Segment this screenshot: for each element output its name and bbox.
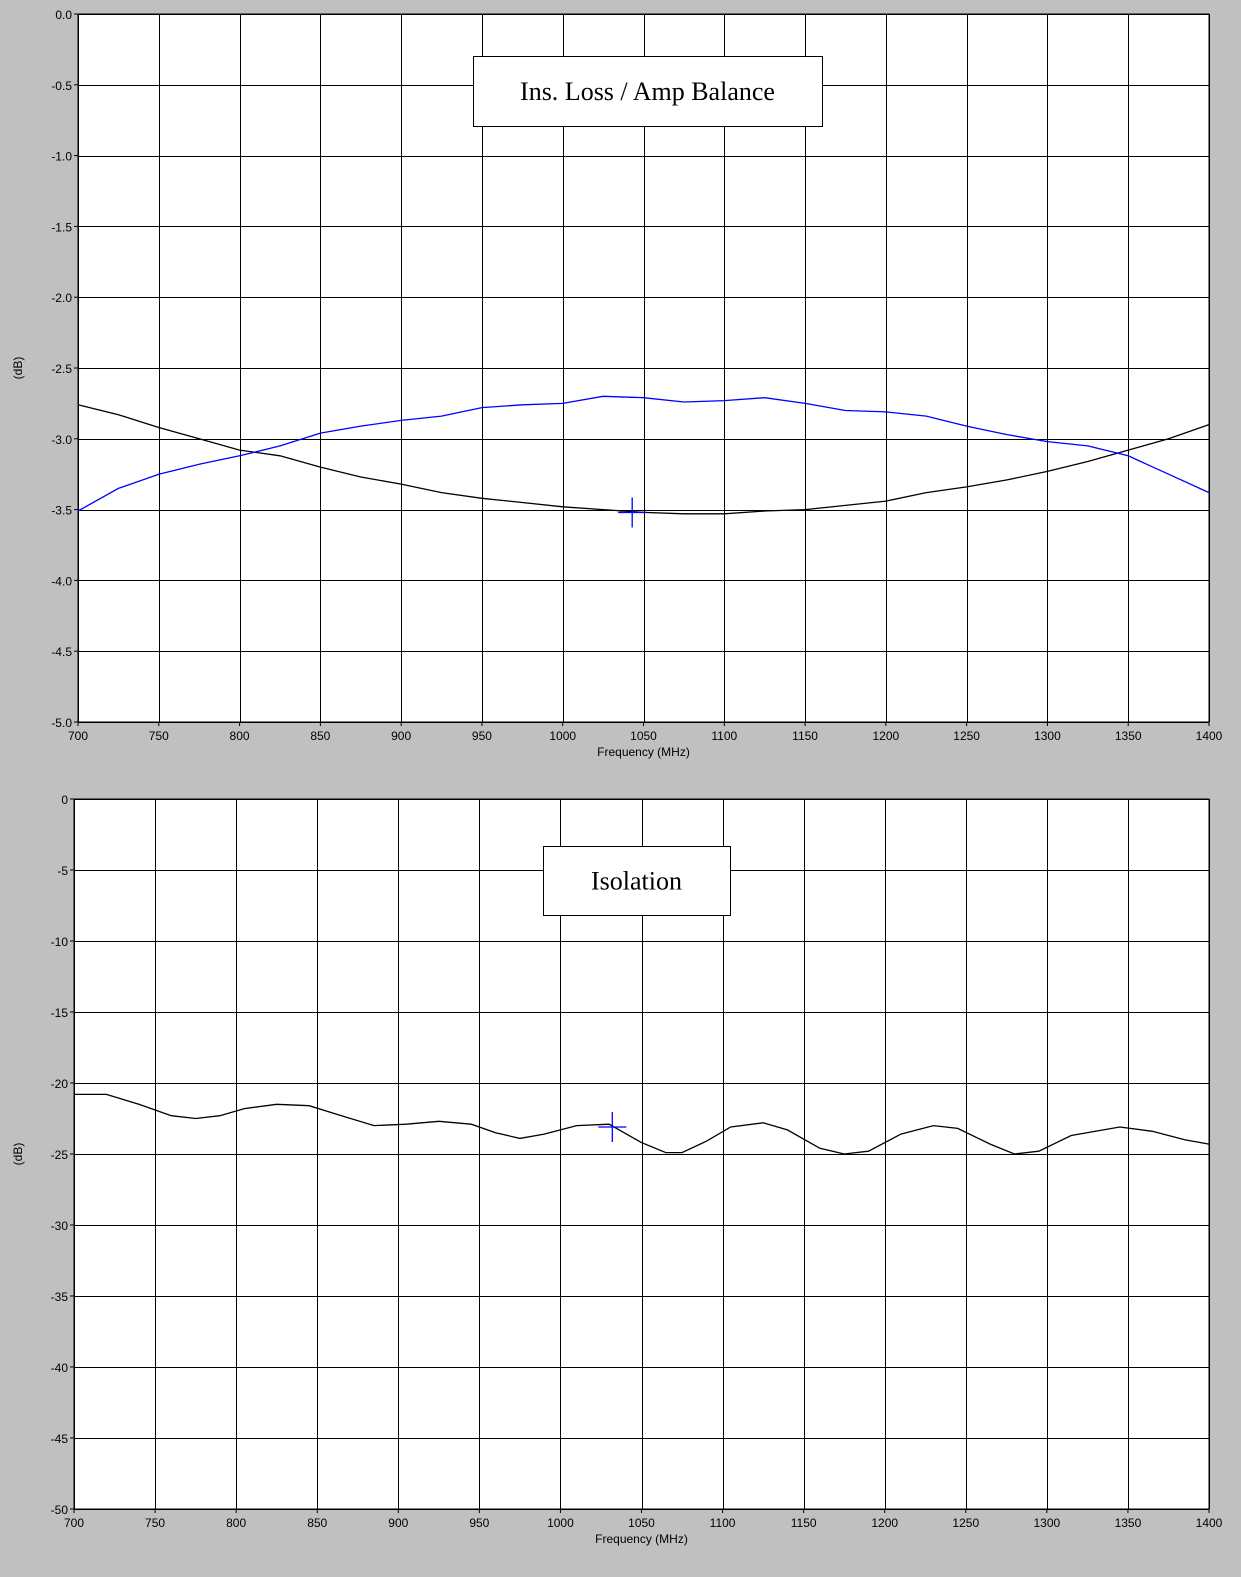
x-tick-label: 1250 bbox=[952, 1516, 979, 1530]
x-tick-label: 1250 bbox=[953, 729, 980, 743]
insertion-loss-chart: 700 750 800 850 900 950 1000 1050 1100 1150 1200 12… bbox=[11, 8, 1223, 759]
y-tick-label: -0.5 bbox=[51, 79, 72, 93]
x-tick-label: 1200 bbox=[871, 1516, 898, 1530]
x-tick-label: 1300 bbox=[1034, 1516, 1061, 1530]
y-tick-label: -5 bbox=[57, 864, 68, 878]
y-tick-label: -3.5 bbox=[51, 504, 72, 518]
x-tick-label: 750 bbox=[145, 1516, 165, 1530]
marker-crosshair bbox=[618, 497, 647, 528]
x-tick-label: 1200 bbox=[873, 729, 900, 743]
x-tick-label: 800 bbox=[226, 1516, 246, 1530]
x-tick-label: 800 bbox=[230, 729, 250, 743]
chart-title: Isolation bbox=[591, 867, 682, 896]
x-tick-label: 900 bbox=[391, 729, 411, 743]
x-tick-label: 1150 bbox=[792, 729, 818, 743]
chart-panel-isolation: 700 750 800 850 900 950 1000 1050 1100 1150 1200 12… bbox=[0, 787, 1241, 1577]
x-tick-label: 1150 bbox=[791, 1516, 817, 1530]
x-tick-label: 1000 bbox=[549, 729, 576, 743]
x-tick-label: 1400 bbox=[1196, 1516, 1223, 1530]
y-tick-label: -5.0 bbox=[51, 716, 72, 730]
y-tick-label: -1.0 bbox=[51, 150, 72, 164]
chart-panel-insertion-loss: 700 750 800 850 900 950 1000 1050 1100 1150 1200 12… bbox=[0, 0, 1241, 787]
x-tick-label: 850 bbox=[307, 1516, 327, 1530]
x-tick-label: 900 bbox=[388, 1516, 408, 1530]
x-tick-label: 700 bbox=[68, 729, 88, 743]
y-axis-label: (dB) bbox=[11, 1143, 25, 1166]
y-tick-label: -10 bbox=[51, 935, 69, 949]
marker-crosshair bbox=[598, 1112, 627, 1143]
x-tick-label: 1050 bbox=[630, 729, 657, 743]
series-line-1 bbox=[74, 1093, 1210, 1155]
y-tick-label: -25 bbox=[51, 1148, 69, 1162]
y-axis-label: (dB) bbox=[11, 357, 25, 380]
chart-title-box bbox=[473, 56, 823, 127]
y-tick-label: -40 bbox=[51, 1361, 69, 1375]
y-tick-label: -35 bbox=[51, 1290, 69, 1304]
y-tick-label: -20 bbox=[51, 1077, 69, 1091]
x-axis-label: Frequency (MHz) bbox=[595, 1532, 688, 1546]
y-tick-label: 0.0 bbox=[55, 8, 72, 22]
y-tick-label: 0 bbox=[61, 793, 68, 807]
isolation-chart: 700 750 800 850 900 950 1000 1050 1100 1150 1200 12… bbox=[11, 793, 1223, 1546]
x-tick-label: 1050 bbox=[628, 1516, 655, 1530]
x-tick-label: 1350 bbox=[1115, 729, 1142, 743]
y-tick-label: -2.0 bbox=[51, 291, 72, 305]
x-tick-label: 1100 bbox=[710, 1516, 736, 1530]
y-tick-label: -1.5 bbox=[51, 220, 72, 234]
y-tick-label: -30 bbox=[51, 1219, 69, 1233]
x-tick-label: 1000 bbox=[547, 1516, 574, 1530]
y-tick-label: -45 bbox=[51, 1432, 69, 1446]
x-tick-label: 1350 bbox=[1115, 1516, 1142, 1530]
y-tick-label: -2.5 bbox=[51, 362, 72, 376]
chart-title: Ins. Loss / Amp Balance bbox=[520, 77, 775, 106]
y-tick-label: -4.0 bbox=[51, 574, 72, 588]
x-tick-label: 750 bbox=[149, 729, 169, 743]
x-tick-label: 700 bbox=[64, 1516, 84, 1530]
y-tick-label: -50 bbox=[51, 1503, 69, 1517]
y-tick-label: -3.0 bbox=[51, 433, 72, 447]
x-tick-label: 1100 bbox=[711, 729, 737, 743]
x-tick-label: 1300 bbox=[1034, 729, 1061, 743]
x-tick-label: 1400 bbox=[1196, 729, 1223, 743]
y-tick-label: -15 bbox=[51, 1006, 69, 1020]
x-axis-label: Frequency (MHz) bbox=[597, 745, 690, 759]
x-tick-label: 950 bbox=[469, 1516, 489, 1530]
series-line-2 bbox=[77, 395, 1210, 512]
x-tick-label: 950 bbox=[472, 729, 492, 743]
y-tick-label: -4.5 bbox=[51, 645, 72, 659]
chart-title-box bbox=[543, 846, 731, 916]
x-tick-label: 850 bbox=[310, 729, 330, 743]
